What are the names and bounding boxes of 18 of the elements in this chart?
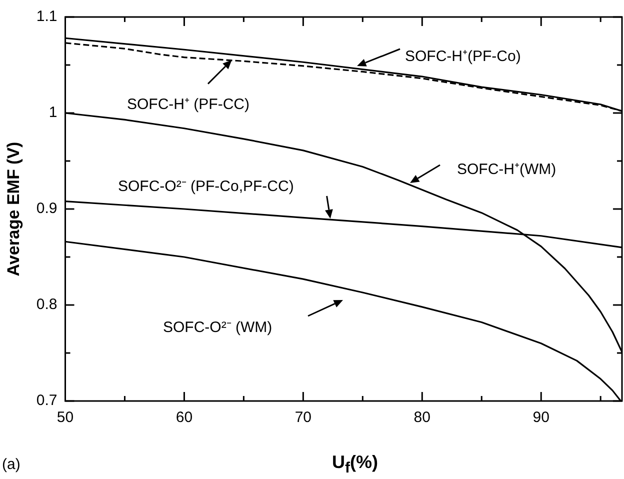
x-axis-title: U$_{f}$(%)	[331, 452, 379, 477]
x-tick-label: 80	[414, 409, 430, 426]
text: (a)	[2, 456, 20, 473]
annotation: SOFC-O²⁻ (PF-Co,PF-CC)	[118, 178, 294, 196]
annotation: SOFC-H⁺ (PF-CC)	[127, 96, 250, 114]
annotation: SOFC-H⁺(WM)	[457, 161, 556, 178]
y-tick-label: 0.7	[36, 392, 58, 410]
x-tick-label: 90	[532, 409, 550, 426]
annotation: SOFC-H⁺(PF-Co)	[405, 48, 521, 66]
x-tick-label: 60	[176, 409, 193, 426]
y-tick-label: 0.8	[36, 296, 58, 314]
y-tick-label: 0.9	[36, 200, 58, 218]
annotation: SOFC-O²⁻ (WM)	[163, 319, 272, 336]
y-axis-title: Average EMF (V)	[4, 142, 23, 276]
y-tick-label: 1.1	[36, 8, 58, 26]
x-tick-label: 70	[294, 409, 312, 426]
x-tick-label: 50	[56, 409, 74, 426]
y-tick-label: 1	[48, 104, 58, 122]
